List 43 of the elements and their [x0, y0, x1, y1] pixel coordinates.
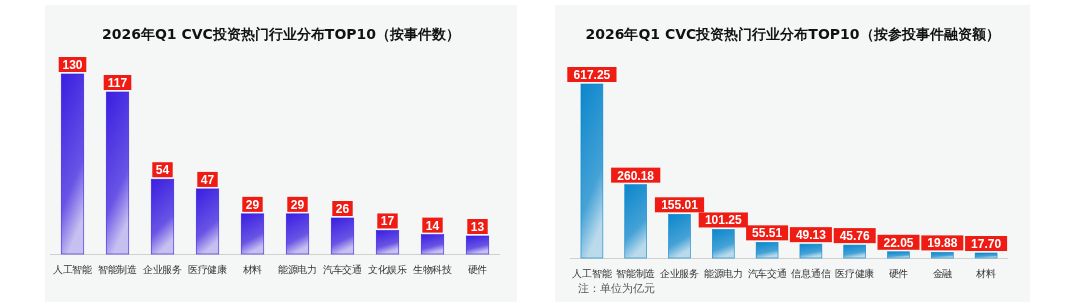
- data-label: 155.01: [661, 198, 699, 213]
- data-label: 29: [290, 197, 305, 212]
- data-label: 617.25: [573, 68, 611, 82]
- data-label: 49.13: [795, 228, 827, 243]
- x-tick-label: 文化娱乐: [368, 264, 408, 275]
- x-tick-label: 医疗健康: [188, 264, 228, 275]
- data-label: 29: [245, 197, 260, 212]
- x-tick-label: 硬件: [467, 264, 488, 275]
- x-tick-label: 信息通信: [791, 268, 831, 279]
- x-tick-label: 材料: [975, 268, 997, 279]
- x-tick-label: 材料: [241, 264, 263, 275]
- x-tick-label: 智能制造: [98, 264, 138, 275]
- data-label: 55.51: [752, 226, 783, 241]
- x-tick-label: 医疗健康: [835, 268, 875, 279]
- data-label: 117: [107, 76, 128, 90]
- data-label: 101.25: [704, 213, 742, 228]
- x-tick-label: 金融: [932, 268, 953, 279]
- data-label: 47: [200, 172, 215, 187]
- x-tick-label: 能源电力: [703, 268, 743, 279]
- x-tick-label: 生物科技: [413, 264, 453, 275]
- x-tick-label: 硬件: [888, 268, 909, 279]
- data-label: 17: [380, 214, 395, 229]
- x-tick-label: 人工智能: [572, 268, 612, 279]
- data-label: 130: [62, 58, 83, 72]
- x-tick-label: 汽车交通: [323, 264, 363, 275]
- data-label: 26: [335, 202, 350, 216]
- data-label: 19.88: [927, 236, 958, 251]
- data-label: 14: [425, 218, 440, 233]
- data-label: 45.76: [839, 229, 871, 244]
- data-label: 22.05: [883, 235, 914, 250]
- x-tick-label: 智能制造: [616, 268, 656, 279]
- data-label: 13: [470, 220, 485, 234]
- data-label: 17.70: [971, 237, 1002, 252]
- chart-title: 2026年Q1 CVC投资热门行业分布TOP10（按参投事件融资额）: [585, 26, 1000, 42]
- x-tick-label: 人工智能: [53, 264, 93, 275]
- x-tick-label: 汽车交通: [747, 268, 787, 279]
- text: 注：单位为亿元: [578, 282, 655, 294]
- chart-title: 2026年Q1 CVC投资热门行业分布TOP10（按事件数）: [101, 26, 461, 42]
- data-label: 54: [155, 163, 170, 178]
- x-tick-label: 企业服务: [143, 264, 183, 275]
- x-tick-label: 企业服务: [660, 268, 700, 279]
- x-tick-label: 能源电力: [278, 264, 317, 275]
- data-label: 260.18: [617, 168, 655, 183]
